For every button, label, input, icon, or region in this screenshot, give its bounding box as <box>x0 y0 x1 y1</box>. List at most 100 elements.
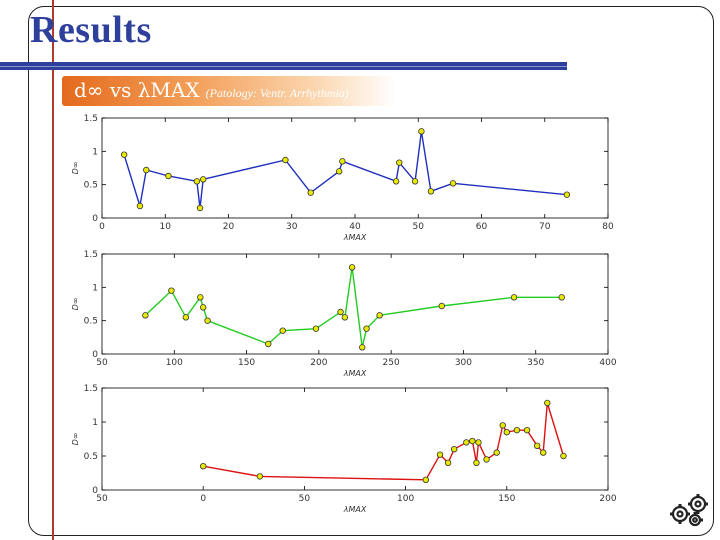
x-tick-label: 100 <box>166 358 183 368</box>
data-point <box>533 442 541 449</box>
x-tick-label: 0 <box>99 222 105 232</box>
data-point <box>165 172 172 180</box>
data-point <box>396 159 403 166</box>
data-point <box>473 459 480 466</box>
x-tick-label: 10 <box>160 222 172 232</box>
data-point <box>510 294 518 301</box>
data-point <box>143 166 150 174</box>
y-tick-label: 1.5 <box>84 384 98 394</box>
data-point <box>120 151 128 158</box>
x-tick-label: 40 <box>349 222 361 232</box>
y-tick-label: 0 <box>92 214 98 224</box>
data-point <box>563 191 571 198</box>
data-point <box>359 344 366 351</box>
data-point <box>463 439 470 446</box>
y-axis-label: D∞ <box>71 162 80 175</box>
data-point <box>499 422 506 429</box>
data-point <box>196 204 204 212</box>
data-point <box>307 189 314 196</box>
data-point <box>341 314 349 321</box>
data-point <box>265 340 272 348</box>
y-axis-label: D∞ <box>71 433 80 446</box>
subtitle-banner <box>62 76 396 106</box>
y-axis-label: D∞ <box>71 298 80 311</box>
data-point <box>279 327 286 334</box>
data-point <box>493 449 500 456</box>
data-point <box>513 426 521 434</box>
x-tick-label: 50 <box>413 222 425 232</box>
data-point <box>256 473 264 480</box>
x-tick-label: 50 <box>96 358 108 368</box>
data-point <box>337 308 344 316</box>
data-point <box>558 294 565 301</box>
data-point <box>136 202 144 210</box>
x-tick-label: 80 <box>602 222 614 232</box>
data-point <box>503 429 510 436</box>
data-point <box>544 399 551 407</box>
x-tick-label: 70 <box>539 222 551 232</box>
subtitle-text: d∞ vs λMAX (Patology: Ventr. Arrhythmia) <box>74 78 349 103</box>
data-point <box>392 178 400 185</box>
x-tick-label: 350 <box>527 358 544 368</box>
data-point <box>449 180 457 187</box>
data-point <box>199 463 207 470</box>
y-tick-label: 0.5 <box>84 452 98 462</box>
data-point <box>540 449 547 456</box>
series-line <box>144 267 562 348</box>
x-axis-label: λMAX <box>343 369 367 378</box>
plot-frame <box>101 387 609 491</box>
x-tick-label: 150 <box>498 494 515 504</box>
data-point <box>282 156 289 164</box>
data-point <box>427 188 435 195</box>
x-tick-label: 200 <box>310 358 327 368</box>
data-point <box>560 452 567 460</box>
x-tick-label: 400 <box>599 358 616 368</box>
y-tick-label: 1 <box>92 147 98 157</box>
data-point <box>483 456 490 463</box>
x-tick-label: 50 <box>299 494 311 504</box>
slide-frame <box>28 6 714 536</box>
y-tick-label: 1.5 <box>84 250 98 260</box>
subtitle-tag: (Patology: Ventr. Arrhythmia) <box>205 86 349 100</box>
data-point <box>363 325 370 332</box>
y-tick-label: 0 <box>92 486 98 496</box>
data-point <box>142 312 149 319</box>
x-tick-label: 300 <box>455 358 472 368</box>
data-point <box>411 178 419 185</box>
data-point <box>444 459 452 466</box>
y-tick-label: 0.5 <box>84 181 98 191</box>
data-point <box>199 176 207 183</box>
data-point <box>438 302 445 310</box>
data-point <box>475 439 482 446</box>
data-point <box>193 178 201 185</box>
x-tick-label: 200 <box>599 494 616 504</box>
data-point <box>168 287 175 294</box>
data-point <box>204 317 211 324</box>
plot-frame <box>101 117 609 219</box>
x-tick-label: 150 <box>238 358 255 368</box>
x-tick-label: 100 <box>397 494 414 504</box>
data-point <box>197 294 204 301</box>
horizontal-rule-highlight <box>0 66 567 67</box>
x-tick-label: 30 <box>286 222 298 232</box>
x-tick-label: 50 <box>96 494 108 504</box>
y-tick-label: 1 <box>92 418 98 428</box>
subtitle-main: d∞ vs λMAX <box>74 78 200 102</box>
y-tick-label: 1 <box>92 283 98 293</box>
series-line <box>203 402 565 481</box>
series-line <box>123 131 567 209</box>
plot-frame <box>101 253 609 355</box>
y-tick-label: 1.5 <box>84 114 98 124</box>
data-point <box>335 168 343 175</box>
y-tick-label: 0 <box>92 350 98 360</box>
data-point <box>436 451 444 458</box>
x-tick-label: 20 <box>223 222 235 232</box>
gears-icon[interactable] <box>668 492 712 528</box>
data-point <box>339 158 346 165</box>
data-point <box>523 426 531 434</box>
data-point <box>182 314 190 321</box>
x-axis-label: λMAX <box>343 233 367 242</box>
data-point <box>418 128 425 135</box>
x-axis-label: λMAX <box>343 505 367 514</box>
